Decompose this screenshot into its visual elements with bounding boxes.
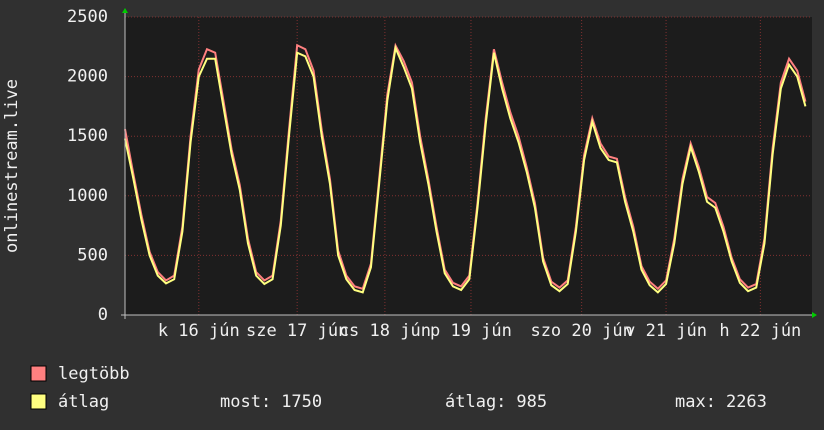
x-tick-label: p 19 jún [430,321,512,341]
x-tick-label: h 22 jún [719,321,801,341]
legend-swatch [30,393,47,410]
y-tick-label: 500 [77,245,108,265]
arrow [812,312,817,318]
x-tick-label: cs 18 jún [339,321,431,341]
legend-label: átlag [58,392,109,412]
stat-label: max: [675,392,716,412]
series-line [124,42,807,291]
legend-swatch [30,365,47,382]
stat-label: most: [220,392,271,412]
y-tick-label: 0 [98,305,108,325]
y-axis-label: onlinestream.live [2,79,22,253]
legend-label: legtöbb [58,364,130,384]
x-tick-label: sze 17 jún [246,321,348,341]
x-tick-label: v 21 jún [625,321,707,341]
stat-value: 1750 [281,392,322,412]
stat-label: átlag: [445,392,506,412]
y-tick-label: 1500 [67,126,108,146]
y-tick-label: 2000 [67,67,108,87]
x-tick-label: k 16 jún [158,321,240,341]
plot-area [125,17,812,315]
y-tick-label: 2500 [67,7,108,27]
series-line [124,44,807,294]
stat-value: 985 [516,392,547,412]
y-tick-label: 1000 [67,186,108,206]
x-tick-label: szo 20 jún [530,321,632,341]
arrow [122,8,128,13]
stat-value: 2263 [726,392,767,412]
